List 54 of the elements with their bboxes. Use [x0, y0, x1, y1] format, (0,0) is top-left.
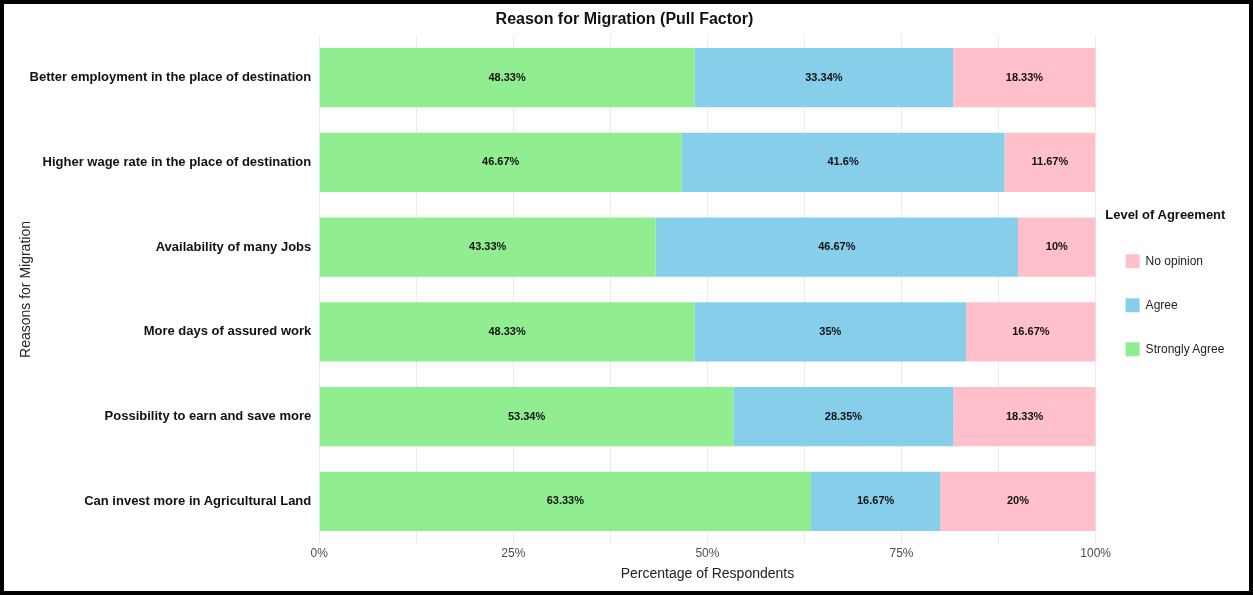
- bar: [1004, 132, 1096, 193]
- data-label: 53.34%: [507, 409, 546, 422]
- y-axis-title: Reasons for Migration: [17, 221, 34, 358]
- bar: [966, 302, 1096, 362]
- data-label: 16.67%: [1012, 324, 1050, 337]
- x-axis-title: Percentage of Respondents: [620, 565, 795, 582]
- legend-title: Level of Agreement: [1105, 206, 1227, 222]
- chart-title: Reason for Migration (Pull Factor): [495, 10, 754, 28]
- data-label: 20%: [1006, 494, 1030, 507]
- x-tick-label: 0%: [310, 546, 329, 561]
- legend-label: Strongly Agree: [1145, 341, 1225, 356]
- bar: [319, 132, 682, 193]
- bar: [655, 217, 1018, 277]
- x-tick-label: 50%: [695, 546, 720, 561]
- data-label: 48.33%: [488, 70, 526, 83]
- data-label: 41.6%: [827, 155, 859, 168]
- x-tick-label: 25%: [501, 546, 526, 561]
- data-label: 28.35%: [824, 409, 863, 422]
- bar: [733, 386, 954, 447]
- data-label: 16.67%: [856, 494, 895, 507]
- data-label: 43.33%: [469, 240, 507, 253]
- data-label: 18.33%: [1005, 409, 1044, 422]
- y-tick-label: Can invest more in Agricultural Land: [84, 492, 312, 508]
- bar: [319, 471, 811, 532]
- bar: [810, 471, 941, 532]
- bar: [694, 47, 954, 108]
- bar: [694, 302, 967, 362]
- y-tick-label: Better employment in the place of destination: [29, 69, 312, 85]
- y-tick-label: Possibility to earn and save more: [104, 408, 312, 424]
- x-tick-label: 100%: [1080, 546, 1112, 561]
- bar: [681, 132, 1005, 193]
- data-label: 10%: [1045, 240, 1069, 253]
- data-label: 35%: [819, 324, 842, 337]
- y-tick-label: Higher wage rate in the place of destination: [42, 153, 312, 169]
- bar: [319, 386, 734, 447]
- data-label: 46.67%: [818, 240, 856, 253]
- bar: [1017, 217, 1096, 277]
- data-label: 48.33%: [488, 324, 526, 337]
- legend-label: Agree: [1145, 297, 1178, 312]
- bar: [319, 302, 695, 362]
- data-label: 18.33%: [1005, 70, 1044, 83]
- legend-label: No opinion: [1145, 253, 1203, 268]
- y-tick-label: Availability of many Jobs: [155, 238, 312, 254]
- data-label: 33.34%: [805, 70, 843, 83]
- bar: [319, 217, 656, 277]
- data-label: 63.33%: [546, 494, 585, 507]
- data-label: 46.67%: [482, 155, 520, 168]
- data-label: 11.67%: [1031, 155, 1069, 168]
- y-tick-label: More days of assured work: [143, 323, 312, 339]
- x-tick-label: 75%: [889, 546, 914, 561]
- bar: [319, 47, 695, 108]
- bar: [953, 386, 1096, 447]
- bar: [953, 47, 1096, 108]
- bar: [940, 471, 1096, 532]
